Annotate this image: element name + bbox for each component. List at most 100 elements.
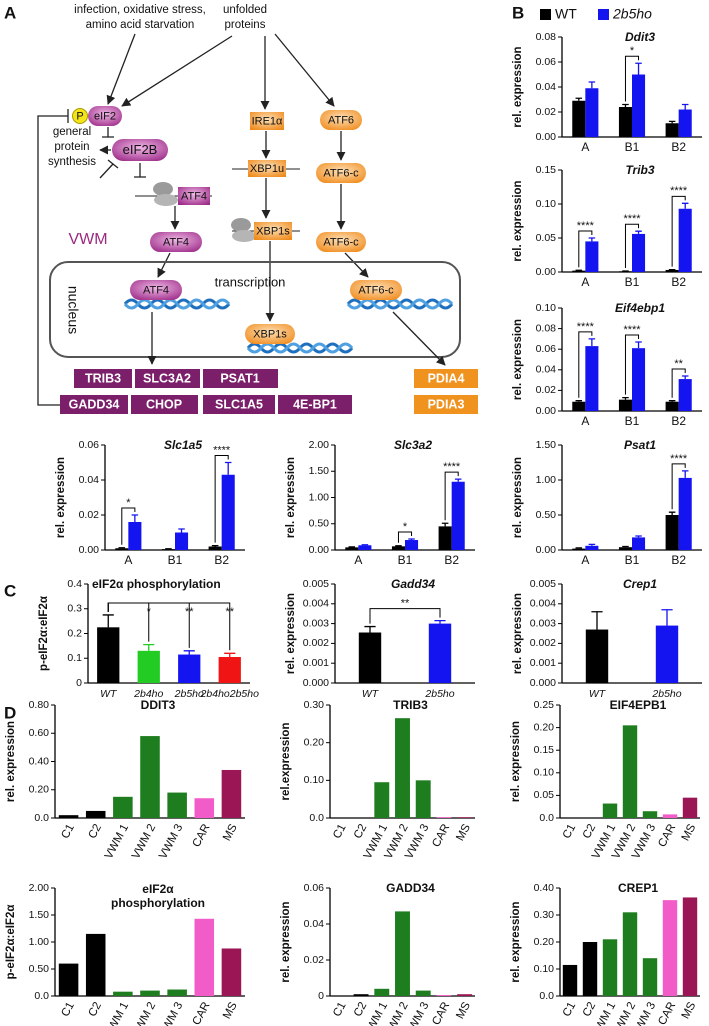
gene-label: PDIA4 [428,371,465,385]
x-tick-label: CAR [656,822,678,849]
node-label: ATF6-c [323,236,359,248]
feedback-line [37,109,69,406]
y-tick-label: 0.00 [536,544,557,556]
node [130,280,182,300]
bar [85,933,106,996]
bar [665,123,679,137]
bar [655,625,679,683]
bar [221,474,235,550]
bar [618,547,632,550]
x-tick-label: A [581,414,589,428]
y-tick-label: 0.0 [539,812,554,824]
y-tick-label: 0.2 [67,627,82,639]
y-tick-label: 0.15 [534,744,555,756]
node-label: IRE1α [252,115,283,127]
y-tick-label: 1.50 [536,439,557,451]
y-tick-label: 0.05 [534,789,555,801]
bar [218,657,241,683]
bar-chart: 0 0.1 0.2 0.3 0.4 p-eIF2α:eIF2α eIF2α phosphor… [38,577,259,700]
y-tick-label: 0.4 [67,578,82,590]
bar [395,718,410,818]
error-bar [434,619,446,624]
bar [665,515,679,550]
chart-title: GADD34 [386,881,435,895]
bar [562,964,578,996]
error-bar [143,643,155,651]
arrow [121,35,233,107]
x-tick-label: C1 [561,822,578,841]
error-bar [348,546,356,548]
x-tick-label: C1 [331,1000,348,1019]
significance-bracket [578,230,593,268]
y-tick-label: 0.00 [309,544,330,556]
bar [137,650,160,683]
y-tick-label: 0.10 [536,198,557,210]
bar [618,107,632,137]
bar [221,769,242,818]
x-tick-label: C1 [59,1000,76,1019]
y-tick-label: 1.00 [309,491,330,503]
ribosome [232,230,256,242]
y-axis-label: rel. expression [512,319,524,400]
significance-bracket [397,531,413,543]
bar [662,814,678,818]
node [350,280,402,300]
y-tick-label: 0.0 [34,990,49,1002]
x-tick-label: A [124,553,132,567]
y-axis-label: rel. expression [512,180,524,261]
bar [678,477,692,550]
node [316,163,366,183]
bar [221,948,242,996]
legend-swatch [540,9,551,20]
error-bar [588,81,596,89]
y-tick-label: 0.04 [536,81,557,93]
bar [140,990,160,996]
dna [123,298,231,310]
synthesis-text: synthesis [48,156,96,168]
significance-label: * [147,606,152,618]
stress-text: infection, oxidative stress, [74,4,206,16]
x-tick-label: A [581,275,589,289]
bar [602,803,618,818]
y-tick-label: 0.000 [530,677,556,689]
bar [97,627,120,683]
arrow [274,33,335,107]
bar [115,548,129,550]
y-tick-label: 0.50 [536,509,557,521]
x-tick-label: WT [589,688,607,700]
bar [436,995,452,996]
error-bar [575,97,583,101]
bar [58,815,79,818]
y-tick-label: 2.00 [29,882,50,894]
x-tick-label: B2 [671,414,686,428]
bar [85,810,106,818]
x-tick-label: 2b5ho [174,688,204,700]
significance-bracket [444,471,459,521]
bar [572,548,586,550]
x-tick-label: C1 [59,822,76,841]
arrow [106,33,136,105]
chart-title: DDIT3 [141,698,176,712]
chart-title: TRIB3 [393,698,428,712]
error-bar [635,535,642,538]
node [320,110,362,130]
bar-chart: 0.0 0.20 0.40 0.60 0.80 rel. expression DDIT3 C… [5,698,245,861]
bar [374,988,390,996]
bar [451,481,465,550]
x-tick-label: C1 [561,1000,578,1019]
bar [374,782,390,818]
nucleus [49,261,461,358]
gene-box [414,369,478,388]
bar [665,269,679,272]
bar-chart: 0.0 0.05 0.10 0.15 0.20 0.25 rel. expression EI… [510,698,700,861]
error-bar [591,611,603,630]
bar [428,623,452,683]
bar [665,401,679,411]
gene-boxes: TRIB3 SLC3A2 PSAT1 GADD34 CHOP SLC1A5 4E… [60,369,478,414]
bar [632,74,646,137]
y-tick-label: 2.00 [309,439,330,451]
y-axis-label: rel. expression [55,457,67,538]
bar [194,798,215,818]
y-tick-label: 0.10 [534,963,555,975]
